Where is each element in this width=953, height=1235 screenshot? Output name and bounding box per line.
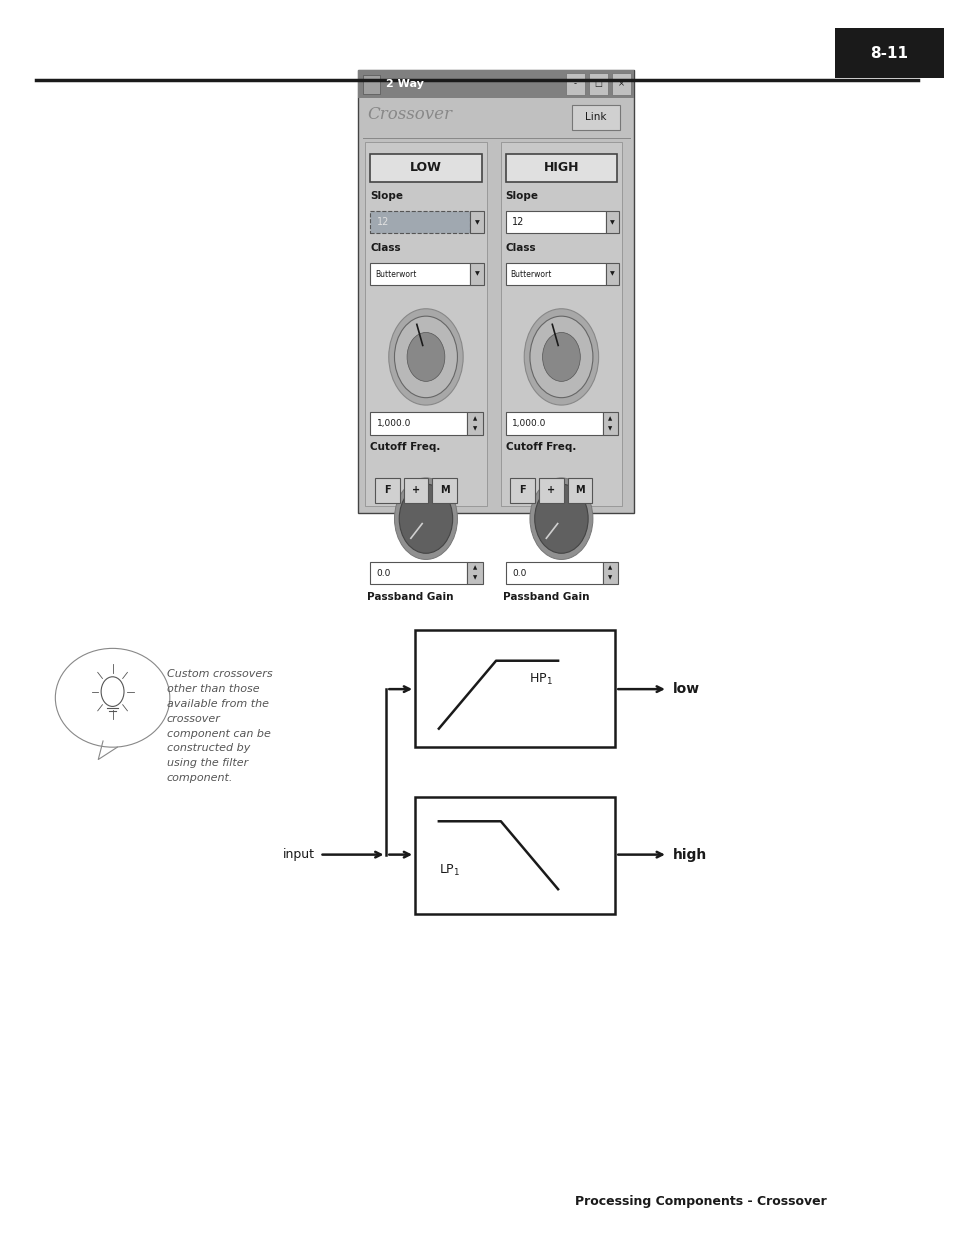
Circle shape: [394, 478, 457, 559]
Text: Butterwort: Butterwort: [510, 269, 551, 279]
Text: ▼: ▼: [610, 220, 614, 225]
Bar: [415, 630, 615, 747]
Text: -: -: [573, 79, 577, 89]
Circle shape: [530, 478, 592, 559]
Text: ▼: ▼: [475, 272, 478, 277]
Text: 1,000.0: 1,000.0: [376, 419, 411, 429]
Text: ▲: ▲: [608, 566, 612, 571]
Bar: [415, 797, 615, 914]
Text: ▼: ▼: [610, 272, 614, 277]
Bar: [370, 412, 467, 435]
Bar: [370, 263, 470, 285]
Text: Slope: Slope: [370, 191, 403, 201]
Bar: [567, 478, 592, 503]
Text: low: low: [672, 682, 699, 697]
Bar: [565, 73, 584, 95]
Text: □: □: [594, 79, 601, 89]
Bar: [500, 142, 621, 506]
Bar: [365, 142, 486, 506]
Text: Passband Gain: Passband Gain: [367, 592, 454, 601]
Text: ▲: ▲: [608, 416, 612, 421]
Bar: [611, 73, 630, 95]
Text: Link: Link: [585, 112, 606, 122]
Text: ▼: ▼: [608, 576, 612, 580]
Text: LOW: LOW: [410, 162, 441, 174]
Text: Crossover: Crossover: [367, 106, 452, 124]
Text: 1,000.0: 1,000.0: [512, 419, 546, 429]
Text: ▼: ▼: [473, 576, 476, 580]
Bar: [505, 562, 602, 584]
Text: high: high: [672, 847, 706, 862]
Bar: [467, 412, 482, 435]
Ellipse shape: [55, 648, 170, 747]
Text: F: F: [384, 485, 390, 495]
Circle shape: [530, 316, 592, 398]
Text: F: F: [519, 485, 525, 495]
Circle shape: [534, 484, 587, 553]
Bar: [572, 105, 619, 130]
Text: 8-11: 8-11: [870, 46, 907, 61]
Text: LP$_1$: LP$_1$: [438, 863, 459, 878]
Text: 0.0: 0.0: [376, 568, 391, 578]
Bar: [362, 75, 379, 94]
Text: ▼: ▼: [608, 426, 612, 431]
Text: HP$_1$: HP$_1$: [529, 672, 553, 687]
Bar: [588, 73, 607, 95]
Bar: [510, 478, 535, 503]
Text: M: M: [575, 485, 584, 495]
Bar: [834, 28, 943, 78]
Text: ▲: ▲: [473, 566, 476, 571]
Circle shape: [524, 309, 598, 405]
Bar: [605, 263, 618, 285]
Bar: [505, 412, 602, 435]
Text: +: +: [412, 485, 419, 495]
Text: Custom crossovers
other than those
available from the
crossover
component can be: Custom crossovers other than those avail…: [167, 669, 273, 783]
Circle shape: [398, 484, 452, 553]
Bar: [505, 211, 605, 233]
Text: 12: 12: [376, 217, 389, 227]
Bar: [370, 562, 467, 584]
Bar: [470, 263, 483, 285]
Text: Butterwort: Butterwort: [375, 269, 416, 279]
Bar: [432, 478, 456, 503]
Text: M: M: [439, 485, 449, 495]
Text: Cutoff Freq.: Cutoff Freq.: [370, 442, 440, 452]
Bar: [605, 211, 618, 233]
Text: input: input: [282, 848, 314, 861]
Circle shape: [394, 316, 457, 398]
Bar: [602, 412, 618, 435]
Text: Passband Gain: Passband Gain: [502, 592, 589, 601]
Circle shape: [542, 332, 579, 382]
Bar: [370, 211, 470, 233]
Text: 12: 12: [512, 217, 524, 227]
Circle shape: [389, 309, 463, 405]
Text: ▲: ▲: [473, 416, 476, 421]
Text: Slope: Slope: [505, 191, 538, 201]
Text: ×: ×: [617, 79, 624, 89]
Text: Class: Class: [505, 243, 536, 253]
Bar: [403, 478, 428, 503]
Bar: [357, 70, 634, 98]
Bar: [375, 478, 399, 503]
Text: ▼: ▼: [475, 220, 478, 225]
Bar: [370, 154, 481, 182]
Bar: [602, 562, 618, 584]
Bar: [538, 478, 563, 503]
Bar: [357, 70, 634, 513]
Bar: [470, 211, 483, 233]
Bar: [505, 263, 605, 285]
Bar: [505, 154, 617, 182]
Text: HIGH: HIGH: [543, 162, 578, 174]
Text: ▼: ▼: [473, 426, 476, 431]
Text: 2 Way: 2 Way: [386, 79, 424, 89]
Bar: [467, 562, 482, 584]
Text: 0.0: 0.0: [512, 568, 526, 578]
Text: Cutoff Freq.: Cutoff Freq.: [505, 442, 576, 452]
Text: Processing Components - Crossover: Processing Components - Crossover: [575, 1194, 826, 1208]
Text: Class: Class: [370, 243, 400, 253]
Circle shape: [407, 332, 444, 382]
Text: +: +: [547, 485, 555, 495]
